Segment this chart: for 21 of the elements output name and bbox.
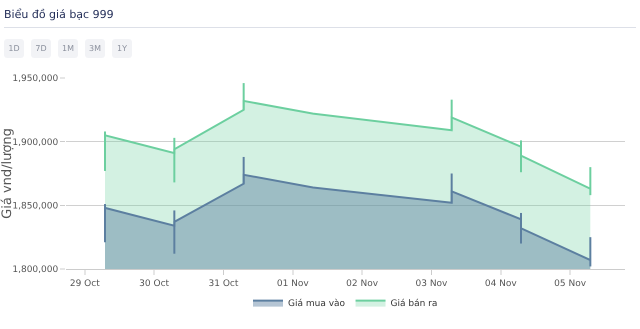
text: 1D — [4, 39, 24, 58]
chart-title: Biểu đồ giá bạc 999 — [4, 8, 114, 21]
x-tick-label: 05 Nov — [554, 278, 587, 289]
legend-label: Giá mua vào — [288, 298, 346, 310]
text: 7D — [31, 39, 51, 58]
y-tick-label: 1,950,000 — [12, 74, 58, 84]
x-tick-label: 03 Nov — [415, 278, 448, 289]
y-tick-label: 1,900,000 — [12, 138, 58, 148]
y-tick-label: 1,800,000 — [12, 265, 58, 276]
x-tick-label: 01 Nov — [276, 278, 310, 289]
x-tick-label: 04 Nov — [484, 278, 518, 289]
legend-label: Giá bán ra — [390, 298, 438, 310]
y-axis-title: Giá vnd/lượng — [0, 128, 15, 219]
text: 3M — [85, 39, 105, 58]
x-tick-label: 31 Oct — [208, 278, 239, 289]
x-tick-label: 02 Nov — [346, 278, 379, 289]
text: 1Y — [112, 39, 132, 58]
text: 1M — [58, 39, 78, 58]
x-tick-label: 30 Oct — [139, 278, 170, 289]
x-tick-label: 29 Oct — [70, 278, 100, 289]
y-tick-label: 1,850,000 — [12, 201, 58, 212]
